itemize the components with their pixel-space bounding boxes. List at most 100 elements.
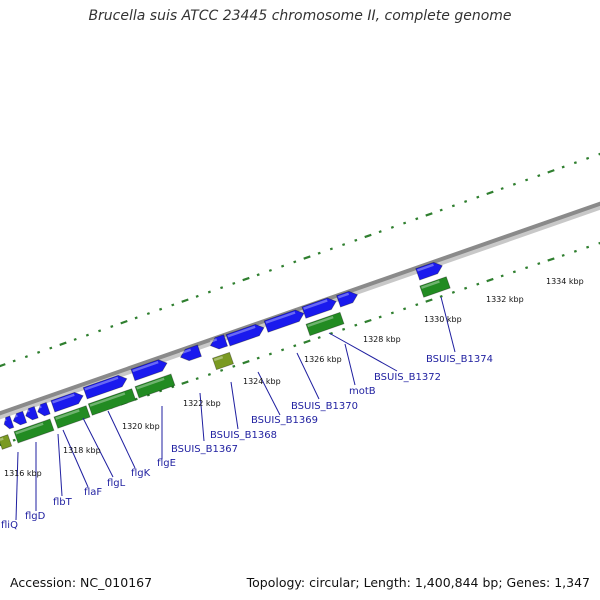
inner-tick xyxy=(268,352,272,356)
inner-tick xyxy=(378,315,382,319)
forward-gene xyxy=(82,374,128,400)
inner-tick xyxy=(547,257,555,262)
reverse-gene xyxy=(212,351,234,371)
reverse-gene xyxy=(419,276,451,298)
genome-stats: Topology: circular; Length: 1,400,844 bp… xyxy=(246,575,590,590)
inner-tick xyxy=(281,348,285,352)
gene-label: BSUIS_B1367 xyxy=(171,444,238,455)
inner-tick xyxy=(303,339,311,344)
outer-tick xyxy=(464,200,468,203)
scale-labels: 1316 kbp 1318 kbp 1320 kbp 1322 kbp 1324 kbp… xyxy=(4,277,584,478)
outer-tick-ring xyxy=(0,152,600,368)
inner-tick xyxy=(12,438,16,442)
inner-tick xyxy=(403,307,407,311)
forward-gene xyxy=(301,297,337,319)
outer-tick xyxy=(0,363,6,368)
leader-line xyxy=(230,381,239,430)
outer-tick xyxy=(85,333,89,337)
scale-label: 1328 kbp xyxy=(363,335,401,344)
forward-gene xyxy=(50,391,84,413)
outer-tick xyxy=(159,307,163,311)
outer-tick xyxy=(364,233,372,239)
scale-label: 1326 kbp xyxy=(304,355,342,364)
scale-label: 1330 kbp xyxy=(424,315,462,324)
leader-line xyxy=(199,392,205,442)
forward-gene xyxy=(12,410,28,426)
inner-tick xyxy=(232,364,236,368)
inner-tick xyxy=(242,360,250,365)
leader-lines xyxy=(15,296,456,521)
inner-tick xyxy=(451,290,455,294)
inner-tick xyxy=(476,282,480,286)
outer-tick xyxy=(390,225,394,229)
backbone-shadow xyxy=(0,203,600,420)
inner-tick xyxy=(181,380,189,385)
scale-label: 1320 kbp xyxy=(122,422,160,431)
reverse-gene xyxy=(134,373,176,399)
outer-tick xyxy=(403,221,407,225)
inner-tick xyxy=(486,277,494,283)
outer-tick xyxy=(98,329,102,333)
inner-tick xyxy=(425,298,433,303)
gene-label: flbT xyxy=(53,497,73,508)
outer-tick xyxy=(195,294,199,298)
outer-tick xyxy=(342,243,346,247)
inner-tick xyxy=(586,245,590,249)
inner-tick xyxy=(561,253,565,257)
outer-tick xyxy=(207,290,211,294)
gene-label: flgE xyxy=(157,458,176,469)
outer-tick xyxy=(171,303,175,307)
gene-label: flgD xyxy=(25,511,46,522)
inner-tick xyxy=(220,368,224,372)
gene-label: BSUIS_B1374 xyxy=(426,354,493,365)
outer-tick xyxy=(120,319,128,325)
outer-tick xyxy=(415,217,419,221)
inner-tick xyxy=(364,318,372,324)
forward-gene xyxy=(37,402,51,417)
outer-tick xyxy=(512,182,516,186)
reverse-gene xyxy=(53,405,91,429)
gene-label: flgK xyxy=(131,468,151,479)
leader-line xyxy=(57,433,63,497)
forward-gene xyxy=(25,406,39,421)
forward-genes xyxy=(3,261,443,430)
inner-tick xyxy=(415,303,419,307)
leader-line xyxy=(107,410,136,469)
leader-line xyxy=(82,417,114,478)
gene-label: BSUIS_B1370 xyxy=(291,401,358,412)
accession-label: Accession: NC_010167 xyxy=(10,575,153,590)
outer-tick xyxy=(24,355,28,359)
outer-tick xyxy=(256,273,260,277)
inner-tick xyxy=(195,377,199,381)
outer-tick xyxy=(547,169,555,174)
outer-tick xyxy=(439,208,443,212)
inner-tick xyxy=(317,336,321,340)
inner-tick xyxy=(525,266,529,270)
forward-gene xyxy=(209,334,229,350)
outer-tick xyxy=(232,281,236,285)
outer-tick xyxy=(59,341,67,346)
outer-tick xyxy=(73,337,77,341)
outer-tick xyxy=(146,312,150,316)
outer-tick xyxy=(37,350,41,354)
inner-tick xyxy=(390,311,394,315)
scale-label: 1332 kbp xyxy=(486,295,524,304)
leader-line xyxy=(296,352,320,400)
outer-tick xyxy=(268,268,272,272)
inner-tick xyxy=(293,344,297,348)
leader-line xyxy=(15,451,19,521)
inner-tick xyxy=(256,356,260,360)
inner-tick xyxy=(512,270,516,274)
inner-tick xyxy=(439,294,443,298)
scale-label: 1334 kbp xyxy=(546,277,584,286)
outer-tick xyxy=(329,247,333,251)
inner-tick xyxy=(146,393,150,397)
outer-tick xyxy=(303,255,311,260)
outer-tick xyxy=(425,212,433,217)
leader-line xyxy=(62,429,89,488)
gene-label: fliQ xyxy=(1,520,18,531)
reverse-gene xyxy=(0,434,13,450)
outer-tick xyxy=(12,359,16,363)
inner-tick xyxy=(159,389,163,393)
